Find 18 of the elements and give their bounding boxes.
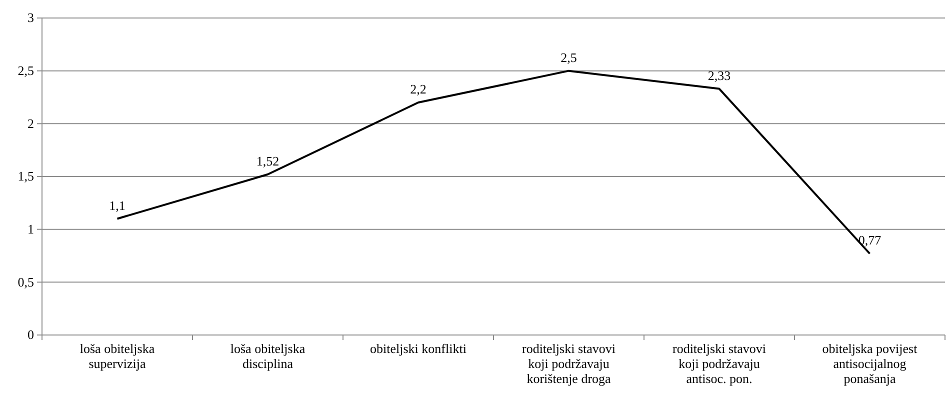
- data-label: 1,52: [256, 153, 280, 168]
- data-label: 1,1: [109, 198, 126, 213]
- y-tick-label: 0,5: [18, 274, 34, 290]
- x-tick-label: loša obiteljska supervizija: [80, 341, 155, 371]
- x-tick-label: obiteljski konflikti: [370, 341, 467, 356]
- data-label: 2,33: [708, 68, 731, 83]
- y-tick-label: 3: [28, 10, 34, 26]
- x-tick-label: roditeljski stavovi koji podržavaju korištenje droga: [522, 341, 616, 386]
- x-tick-label: obiteljska povijest antisocijalnog ponašanja: [822, 341, 918, 386]
- x-tick-label: roditeljski stavovi koji podržavaju antisoc. pon.: [672, 341, 766, 386]
- y-tick-label: 1,5: [18, 168, 34, 184]
- data-label: 2,5: [560, 50, 577, 65]
- x-tick-label: loša obiteljska disciplina: [230, 341, 306, 371]
- y-tick-label: 1: [28, 221, 34, 236]
- y-tick-label: 2: [28, 116, 34, 131]
- y-tick-label: 2,5: [18, 62, 34, 78]
- data-label: 2,2: [410, 82, 426, 97]
- y-tick-label: 0: [28, 327, 34, 342]
